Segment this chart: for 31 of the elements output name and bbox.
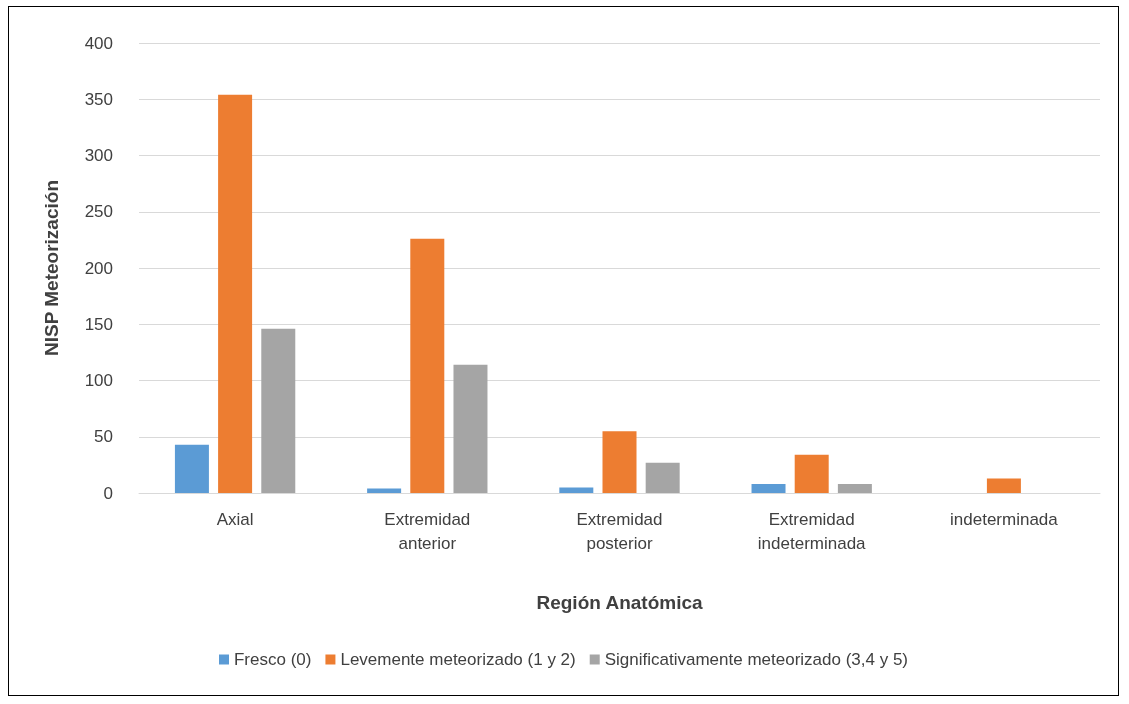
y-tick-label: 0 [103, 483, 113, 503]
legend-label: Significativamente meteorizado (3,4 y 5) [604, 650, 909, 669]
y-tick-label: 300 [84, 146, 113, 165]
bar [218, 94, 253, 493]
x-tick-label: Extremidad anterior [384, 509, 471, 553]
y-tick-label: 50 [94, 427, 113, 447]
bar [174, 444, 209, 493]
bar [645, 462, 680, 493]
y-tick-label: 150 [84, 314, 113, 334]
y-axis-title: NISP Meteorización [41, 180, 62, 356]
x-tick-label: indeterminada [950, 509, 1059, 529]
x-axis-title: Región Anatómica [536, 592, 703, 613]
y-tick-label: 400 [84, 33, 113, 53]
legend-label: Levemente meteorizado (1 y 2) [340, 650, 576, 669]
bar [986, 478, 1021, 493]
legend-label: Fresco (0) [233, 650, 312, 669]
y-tick-label: 250 [84, 202, 113, 222]
bar [794, 454, 829, 493]
bar [559, 487, 594, 493]
y-tick-label: 350 [84, 89, 113, 109]
bar [410, 238, 445, 493]
y-tick-label: 200 [84, 258, 113, 278]
x-tick-label: Axial [216, 509, 254, 529]
bar [751, 484, 786, 493]
bar [261, 328, 296, 493]
bar [453, 364, 488, 493]
y-tick-label: 100 [84, 371, 113, 390]
x-tick-label: Extremidad indeterminada [757, 509, 867, 553]
bar [837, 484, 872, 493]
x-tick-label: Extremidad posterior [576, 509, 663, 553]
bar [602, 431, 637, 493]
